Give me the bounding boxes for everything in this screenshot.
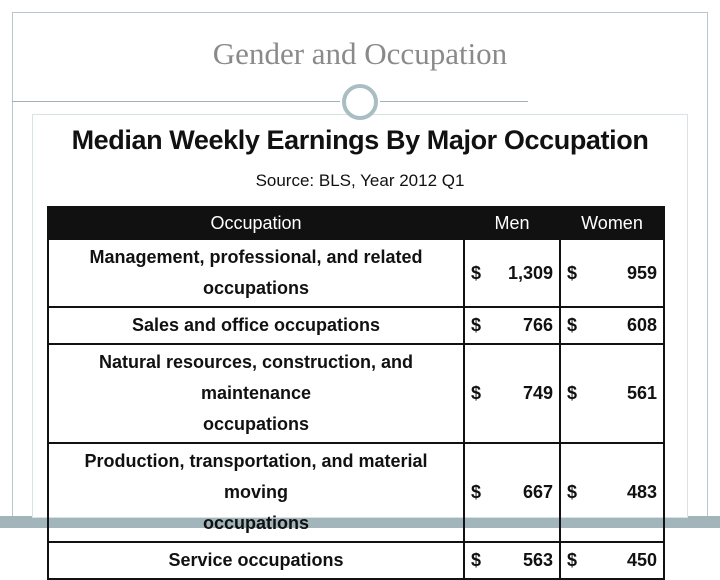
men-earnings-value: 563 [522, 550, 553, 570]
women-earnings-cell: $ 450 [559, 541, 665, 580]
occupation-cell: Natural resources, construction, and mai… [47, 343, 465, 444]
occupation-line-2: occupations [202, 278, 309, 298]
men-column-header: Men [463, 206, 561, 240]
men-earnings-cell: $ 766 [463, 306, 561, 345]
table-row: Management, professional, and related oc… [47, 238, 665, 308]
currency-symbol: $ [567, 482, 578, 502]
currency-symbol: $ [471, 383, 482, 403]
women-earnings-value: 483 [626, 482, 657, 502]
women-earnings-cell: $ 483 [559, 442, 665, 543]
table-row: Production, transportation, and material… [47, 442, 665, 543]
occupation-line-1: Natural resources, construction, and mai… [98, 352, 414, 403]
table-title: Median Weekly Earnings By Major Occupati… [71, 125, 649, 155]
women-column-header: Women [559, 206, 665, 240]
women-earnings-value: 959 [626, 262, 657, 283]
women-earnings-cell: $ 959 [559, 238, 665, 308]
men-earnings-cell: $ 749 [463, 343, 561, 444]
occupation-line-1: Sales and office occupations [131, 315, 381, 335]
occupation-line-2: occupations [202, 513, 309, 533]
occupation-line-1: Service occupations [168, 550, 344, 570]
currency-symbol: $ [567, 383, 578, 403]
men-earnings-cell: $ 667 [463, 442, 561, 543]
occupation-cell: Production, transportation, and material… [47, 442, 465, 543]
currency-symbol: $ [567, 550, 578, 570]
men-earnings-value: 749 [522, 383, 553, 403]
currency-symbol: $ [471, 482, 482, 502]
men-earnings-value: 766 [522, 315, 553, 335]
men-earnings-value: 667 [522, 482, 553, 502]
currency-symbol: $ [471, 550, 482, 570]
currency-symbol: $ [471, 262, 482, 283]
occupation-cell: Management, professional, and related oc… [47, 238, 465, 308]
table-row: Natural resources, construction, and mai… [47, 343, 665, 444]
women-earnings-value: 561 [626, 383, 657, 403]
title-divider-right [380, 101, 528, 102]
title-divider-left [12, 101, 340, 102]
earnings-table-wrapper: Occupation Men Women Management, profess… [47, 206, 665, 580]
women-earnings-value: 450 [626, 550, 657, 570]
table-row: Service occupations $ 563 $ 450 [47, 541, 665, 580]
men-earnings-cell: $ 563 [463, 541, 561, 580]
occupation-line-2: occupations [202, 414, 309, 434]
table-source: Source: BLS, Year 2012 Q1 [255, 171, 465, 190]
men-earnings-value: 1,309 [507, 262, 553, 283]
currency-symbol: $ [567, 315, 578, 335]
women-earnings-cell: $ 561 [559, 343, 665, 444]
slide-title: Gender and Occupation [212, 36, 508, 71]
earnings-table-image: Median Weekly Earnings By Major Occupati… [32, 114, 688, 580]
currency-symbol: $ [471, 315, 482, 335]
currency-symbol: $ [567, 262, 578, 283]
title-circle-ornament [342, 84, 378, 120]
women-earnings-value: 608 [626, 315, 657, 335]
occupation-column-header: Occupation [47, 206, 465, 240]
occupation-cell: Sales and office occupations [47, 306, 465, 345]
women-earnings-cell: $ 608 [559, 306, 665, 345]
occupation-cell: Service occupations [47, 541, 465, 580]
occupation-line-1: Production, transportation, and material… [84, 451, 428, 502]
table-row: Sales and office occupations $ 766 $ 608 [47, 306, 665, 345]
table-header-row: Occupation Men Women [47, 206, 665, 240]
earnings-table: Occupation Men Women Management, profess… [47, 206, 665, 580]
occupation-line-1: Management, professional, and related [89, 247, 423, 267]
men-earnings-cell: $ 1,309 [463, 238, 561, 308]
